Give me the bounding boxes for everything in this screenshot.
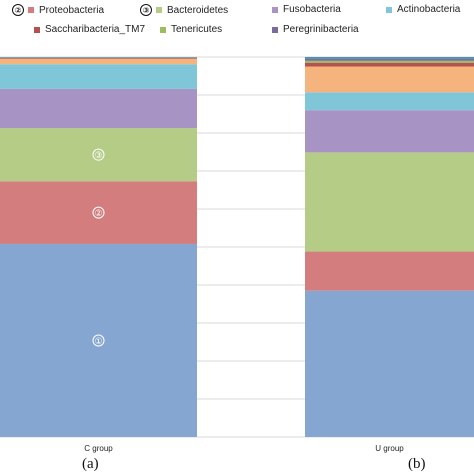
legend-item: Fusobacteria (272, 4, 341, 15)
bar-segment (0, 58, 197, 65)
bar-segment (0, 58, 197, 59)
segment-marker: ③ (94, 151, 102, 161)
legend-item: Tenericutes (160, 24, 222, 35)
legend-swatch (156, 7, 162, 13)
bar-segment (305, 152, 474, 252)
bar-segment (305, 57, 474, 59)
legend-swatch (160, 26, 166, 33)
bar-segment (305, 62, 474, 67)
legend-swatch (28, 7, 34, 13)
panel-caption-b: (b) (408, 456, 426, 472)
x-axis-labels: C group U group (84, 444, 404, 453)
bar-segment (305, 58, 474, 61)
legend-label: Saccharibacteria_TM7 (45, 24, 146, 35)
legend-label: Proteobacteria (39, 4, 105, 16)
legend-item: ③ Bacteroidetes (140, 4, 228, 16)
x-tick-label: U group (375, 444, 404, 453)
segment-marker-ring (92, 334, 105, 347)
bar-segment (305, 60, 474, 63)
segment-marker-ring (92, 148, 105, 161)
legend-label: Tenericutes (171, 24, 223, 35)
legend-swatch (34, 26, 40, 33)
legend-label: Bacteroidetes (167, 4, 229, 16)
legend-marker: ③ (140, 4, 152, 16)
bar-segment (0, 243, 197, 437)
legend-label: Actinobacteria (397, 4, 461, 15)
segment-markers: ① ② ③ (92, 148, 105, 347)
legend-swatch (386, 6, 392, 13)
bar-segment (0, 181, 197, 244)
panel-caption-a: (a) (82, 456, 99, 472)
segment-marker-ring (92, 206, 105, 219)
x-tick-label: C group (84, 444, 113, 453)
bar-segment (305, 66, 474, 93)
legend-label: Peregrinibacteria (283, 24, 359, 35)
legend-item: ② Proteobacteria (12, 4, 104, 16)
bar-segment (305, 251, 474, 291)
legend-item: Actinobacteria (386, 4, 460, 15)
bar-segment (305, 110, 474, 153)
legend-label: Fusobacteria (283, 4, 341, 15)
legend-marker: ② (12, 4, 24, 16)
segment-marker: ② (94, 209, 102, 219)
bars (0, 57, 474, 437)
segment-marker: ① (94, 337, 102, 347)
bar-segment (0, 88, 197, 129)
bar-segment (0, 128, 197, 182)
legend-item: Saccharibacteria_TM7 (34, 24, 145, 35)
legend-swatch (272, 26, 278, 33)
bar-segment (305, 290, 474, 437)
bar-segment (0, 64, 197, 89)
legend-swatch (272, 6, 278, 13)
bar-segment (305, 92, 474, 111)
chart-legend: ② Proteobacteria ③ Bacteroidetes Fusobac… (0, 0, 474, 50)
legend-item: Peregrinibacteria (272, 24, 359, 35)
